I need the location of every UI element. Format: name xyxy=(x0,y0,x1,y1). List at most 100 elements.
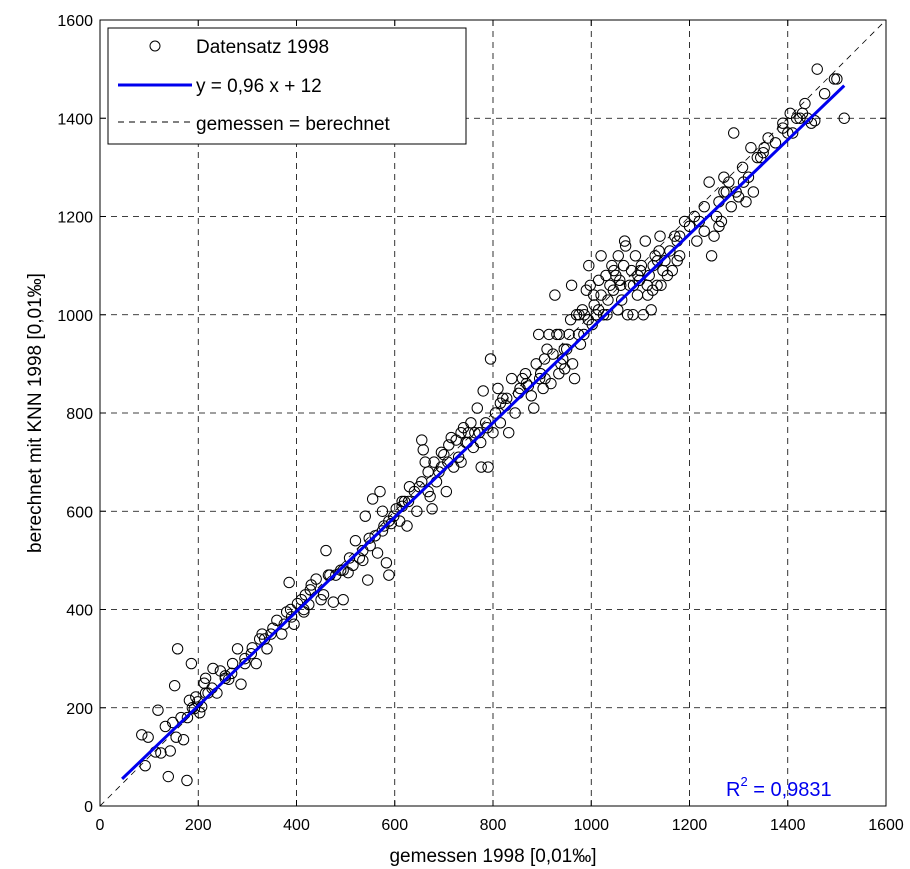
data-point xyxy=(683,220,696,233)
data-point xyxy=(376,525,389,537)
data-point xyxy=(525,390,538,402)
legend-label-fit: y = 0,96 x + 12 xyxy=(196,76,322,97)
data-point xyxy=(435,446,448,458)
data-point xyxy=(475,436,487,449)
data-points xyxy=(136,63,850,787)
data-point xyxy=(737,176,750,188)
data-point xyxy=(828,73,841,85)
data-point xyxy=(278,618,290,630)
data-point xyxy=(426,503,438,515)
y-tick-label: 200 xyxy=(66,701,93,718)
data-point xyxy=(601,309,613,321)
x-tick-label: 400 xyxy=(283,817,310,834)
data-point xyxy=(181,774,193,787)
data-point xyxy=(703,176,715,188)
data-point xyxy=(632,269,644,282)
data-point xyxy=(362,574,374,586)
data-point xyxy=(799,97,811,110)
r2-annotation: R2 = 0,9831 xyxy=(726,774,832,801)
data-point xyxy=(671,255,683,267)
data-point xyxy=(159,720,172,733)
data-point xyxy=(164,745,176,757)
x-tick-label: 1200 xyxy=(672,817,708,834)
data-point xyxy=(181,711,194,724)
data-point xyxy=(465,417,477,429)
data-point xyxy=(705,250,718,262)
data-point xyxy=(359,510,371,522)
legend-label-identity: gemessen = berechnet xyxy=(196,114,391,135)
data-point xyxy=(335,564,347,576)
data-point xyxy=(736,161,749,174)
data-point xyxy=(155,747,167,759)
data-point xyxy=(614,274,626,287)
r2-prefix: R xyxy=(726,779,740,801)
data-point xyxy=(708,230,720,242)
data-point xyxy=(673,230,686,242)
data-point xyxy=(545,377,557,390)
data-point xyxy=(509,407,521,419)
data-point xyxy=(245,648,258,660)
data-point xyxy=(745,142,757,154)
fit-line-group xyxy=(121,84,846,780)
data-point xyxy=(654,230,666,242)
y-tick-label: 1400 xyxy=(57,111,93,128)
data-point xyxy=(347,559,359,571)
data-point xyxy=(225,667,238,680)
data-point xyxy=(777,117,789,129)
data-point xyxy=(698,225,710,237)
data-point xyxy=(551,328,563,341)
data-point xyxy=(438,449,450,461)
data-point xyxy=(142,731,154,743)
data-point xyxy=(595,250,607,262)
data-point xyxy=(619,240,632,252)
x-tick-label: 800 xyxy=(480,817,507,834)
data-point xyxy=(383,515,395,527)
data-point xyxy=(728,127,740,139)
data-point xyxy=(440,485,453,498)
data-point xyxy=(411,505,423,517)
data-point xyxy=(533,372,546,385)
data-point xyxy=(489,407,502,419)
data-point xyxy=(621,309,634,321)
data-point xyxy=(549,289,561,301)
data-point xyxy=(664,245,676,257)
fit-line xyxy=(121,84,846,780)
r2-value: = 0,9831 xyxy=(748,779,832,801)
data-point xyxy=(584,279,596,291)
data-point xyxy=(396,495,408,508)
data-point xyxy=(167,716,179,729)
data-point xyxy=(207,662,219,675)
data-point xyxy=(402,495,415,508)
data-point xyxy=(162,770,174,783)
data-point xyxy=(698,200,710,213)
data-point xyxy=(475,461,487,473)
data-point xyxy=(691,235,703,247)
data-point xyxy=(401,520,413,532)
data-point xyxy=(239,657,251,670)
data-point xyxy=(337,593,349,606)
data-point xyxy=(371,547,384,559)
data-point xyxy=(565,279,578,291)
data-point xyxy=(285,611,298,623)
data-point xyxy=(231,643,244,655)
data-point xyxy=(422,466,434,478)
data-point xyxy=(811,63,823,75)
data-point xyxy=(740,196,752,208)
data-point xyxy=(484,353,497,365)
data-point xyxy=(592,304,605,316)
data-point xyxy=(718,186,730,198)
x-tick-label: 1400 xyxy=(770,817,806,834)
data-point xyxy=(608,264,620,277)
data-point xyxy=(265,628,277,640)
data-point xyxy=(563,328,575,341)
data-point xyxy=(482,461,494,473)
data-point xyxy=(417,444,429,456)
data-point xyxy=(349,535,362,547)
data-point xyxy=(643,269,655,282)
data-point xyxy=(455,456,467,468)
legend-label-scatter: Datensatz 1998 xyxy=(196,37,329,58)
data-point xyxy=(177,733,190,746)
data-point xyxy=(747,186,760,198)
y-tick-label: 1000 xyxy=(57,308,93,325)
